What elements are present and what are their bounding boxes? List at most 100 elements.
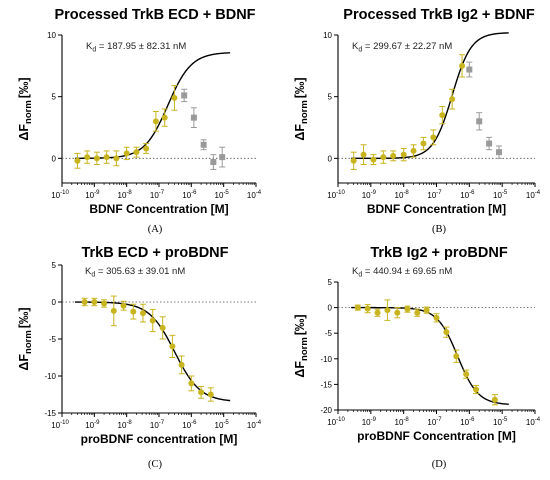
x-tick-exponent: -8 [403,417,409,423]
x-tick-label: 10-9 [362,190,377,200]
y-tick-label: 0 [328,154,333,163]
data-marker [181,92,188,99]
data-marker [466,66,473,73]
kd-subscript: d [358,272,362,279]
data-marker [188,380,195,387]
data-marker [93,155,100,162]
x-tick-exponent: -10 [336,190,345,196]
data-point [410,144,417,158]
excluded-data-point [495,145,502,159]
x-tick-label: 10-4 [247,190,262,200]
data-marker [400,151,407,158]
data-marker [354,304,361,311]
data-point [473,384,480,395]
data-marker [103,154,110,161]
data-marker [219,154,226,161]
data-point [350,151,357,170]
x-tick-base: 10 [526,191,535,200]
data-marker [161,114,168,121]
x-tick-base: 10 [493,191,502,200]
data-marker [439,112,446,119]
data-point [370,154,377,165]
x-tick-base: 10 [150,191,159,200]
data-point [491,394,498,406]
chart-title: TrkB ECD + proBDNF [81,245,228,261]
x-tick-label: 10-5 [493,190,508,200]
x-tick-base: 10 [395,418,404,427]
data-marker [394,309,401,316]
data-marker [495,149,502,156]
data-marker [491,396,498,403]
y-tick-label: -15 [320,380,332,389]
data-marker [210,159,217,166]
data-point [459,54,466,78]
data-marker [74,157,81,164]
x-tick-exponent: -10 [60,190,69,196]
kd-subscript: d [91,272,95,279]
data-point [463,369,470,379]
y-title-unit: [‰] [17,307,31,328]
data-marker [463,371,470,378]
panel-label: (D) [432,459,447,470]
x-tick-base: 10 [427,191,436,200]
data-point [439,106,446,125]
x-tick-base: 10 [118,191,127,200]
x-tick-label: 10-9 [362,417,377,427]
data-marker [171,94,178,101]
excluded-data-point [210,154,217,170]
data-point [207,387,214,402]
x-tick-exponent: -5 [502,190,508,196]
x-tick-base: 10 [182,421,191,430]
kd-subscript: d [358,47,362,54]
x-tick-base: 10 [460,191,469,200]
kd-annotation: Kd = 440.94 ± 69.65 nM [352,266,452,279]
data-point [103,150,110,164]
data-point [139,303,146,323]
x-tick-exponent: -5 [223,190,229,196]
data-marker [449,96,456,103]
panel-label: (B) [432,224,447,235]
excluded-data-point [466,61,473,78]
panel-label: (A) [148,224,163,235]
x-tick-label: 10-10 [327,417,345,427]
y-axis-title: ΔFnorm [‰] [17,307,34,370]
data-point [404,305,411,313]
x-tick-label: 10-8 [118,190,133,200]
chart-title: Processed TrkB Ig2 + BDNF [343,7,535,23]
chart-panel-d: TrkB Ig2 + proBDNF Kd = 440.94 ± 69.65 nM… [293,245,541,470]
data-point [93,151,100,165]
y-axis-title: ΔFnorm [‰] [17,77,34,140]
x-tick-exponent: -8 [126,420,132,426]
x-tick-base: 10 [395,191,404,200]
data-point [91,297,98,307]
kd-annotation: Kd = 187.95 ± 82.31 nM [86,41,186,54]
x-tick-exponent: -8 [126,190,132,196]
data-point [178,355,185,375]
data-point [161,108,168,127]
x-tick-exponent: -7 [159,420,165,426]
data-point [374,308,381,317]
excluded-data-point [219,146,226,168]
kd-symbol: K [352,266,359,277]
data-point [143,143,150,154]
chart-panel-a: Processed TrkB ECD + BDNF Kd = 187.95 ± 8… [17,7,262,235]
data-marker [130,308,137,315]
x-axis-title: proBDNF Concentration [M] [357,429,516,443]
data-point [453,349,460,363]
data-marker [84,154,91,161]
x-axis-title: proBDNF concentration [M] [81,432,238,446]
data-point [110,295,117,327]
y-tick-label: -20 [320,406,332,415]
chart-panel-c: TrkB ECD + proBDNF Kd = 305.63 ± 39.01 nM… [17,245,262,470]
data-point [443,326,450,338]
data-point [113,150,120,167]
x-tick-label: 10-8 [118,420,133,430]
y-title-unit: [‰] [17,77,31,98]
kd-value: = 305.63 ± 39.01 nM [95,266,185,277]
data-marker [139,310,146,317]
y-tick-label: 0 [328,304,333,313]
data-marker [430,134,437,141]
data-marker [390,152,397,159]
x-tick-exponent: -4 [256,190,262,196]
data-point [364,304,371,314]
